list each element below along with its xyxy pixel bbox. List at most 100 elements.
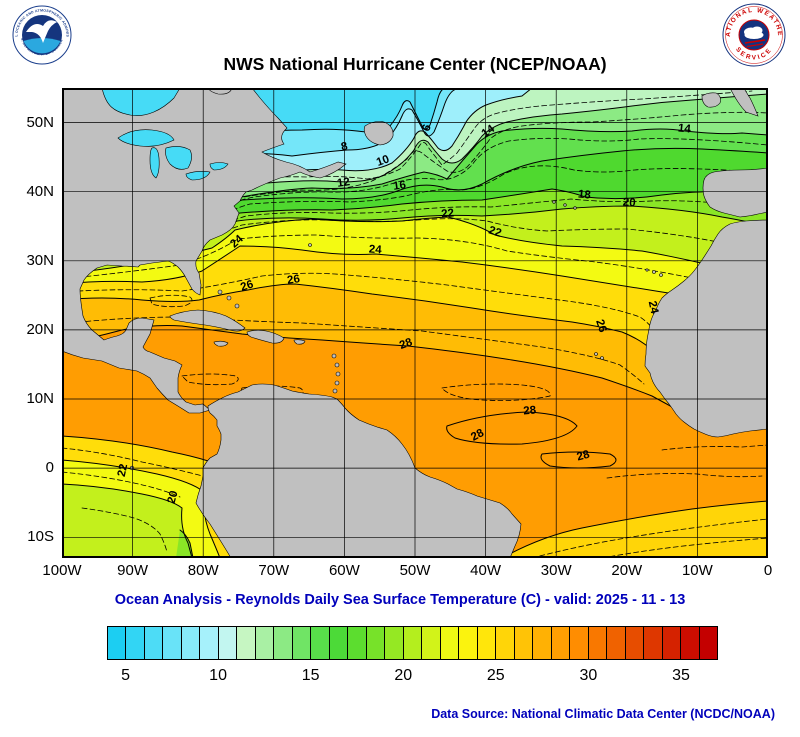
nws-logo-stripe xyxy=(746,43,764,48)
land-north-america xyxy=(62,88,347,414)
contour-label-16: 16 xyxy=(392,179,406,193)
land-africa xyxy=(644,219,768,438)
colorbar xyxy=(107,626,718,660)
lat-label-0: 0 xyxy=(45,459,54,477)
land xyxy=(62,88,768,558)
land-antilles xyxy=(332,388,338,394)
contour-label-22: 22 xyxy=(487,224,503,239)
colorbar-segment-30 xyxy=(661,627,681,659)
colorbar-segment-8 xyxy=(254,627,274,659)
nws-logo-inner-ring xyxy=(725,6,783,64)
colorbar-segment-24 xyxy=(550,627,570,659)
colorbar-segment-19 xyxy=(458,627,477,659)
contour-label-26: 26 xyxy=(593,318,608,334)
colorbar-segment-6 xyxy=(217,627,237,659)
contour-dashed xyxy=(531,518,768,558)
land-antilles xyxy=(334,362,340,368)
land-bermuda xyxy=(308,243,312,247)
colorbar-tick-5: 5 xyxy=(121,667,130,684)
land-iberia xyxy=(702,167,768,218)
colorbar-segment-15 xyxy=(384,627,403,659)
contour-label-22: 22 xyxy=(116,463,130,478)
colorbar-tick-20: 20 xyxy=(394,667,413,684)
colorbar-segment-16 xyxy=(402,627,422,659)
contour-26 xyxy=(62,283,663,367)
colorbar-segment-18 xyxy=(439,627,459,659)
land-canary-islands xyxy=(659,273,663,277)
lon-label-10W: 10W xyxy=(681,562,713,579)
colorbar-tick-30: 30 xyxy=(579,667,598,684)
colorbar-tick-15: 15 xyxy=(301,667,320,684)
colorbar-segment-9 xyxy=(273,627,292,659)
lon-label-90W: 90W xyxy=(117,562,149,579)
contour-dashed xyxy=(62,471,181,498)
lat-label-40N: 40N xyxy=(26,182,54,200)
contour-label-28: 28 xyxy=(523,404,537,417)
contour-label-6: 6 xyxy=(420,123,433,133)
colorbar-tick-10: 10 xyxy=(209,667,227,684)
land-canary-islands xyxy=(652,270,656,274)
contour-dashed xyxy=(62,218,768,270)
colorbar-segment-25 xyxy=(569,627,588,659)
land-antilles xyxy=(334,380,340,386)
lon-label-30W: 30W xyxy=(540,562,572,579)
sst-band-pacific-20-22 xyxy=(62,484,192,558)
lake-ontario xyxy=(209,162,229,171)
contour-label-14: 14 xyxy=(677,122,692,135)
land-canary-islands xyxy=(645,268,649,272)
colorbar-segment-21 xyxy=(495,627,514,659)
lon-label-100W: 100W xyxy=(42,562,82,579)
land-south-america xyxy=(195,383,522,558)
colorbar-segment-5 xyxy=(199,627,218,659)
noaa-logo: NATIONAL OCEANIC AND ATMOSPHERIC ADMINIS… xyxy=(12,5,72,65)
contour-24 xyxy=(62,245,768,309)
colorbar-segment-11 xyxy=(310,627,329,659)
colorbar-segment-1 xyxy=(125,627,144,659)
land-bahamas xyxy=(226,295,232,301)
contour-dashed xyxy=(601,537,768,558)
nws-logo-stripe xyxy=(744,39,766,44)
colorbar-segment-14 xyxy=(365,627,385,659)
lake-superior xyxy=(117,129,175,147)
longitude-axis: 100W 90W 80W 70W 60W 50W 40W 30W 20W 10W 0 xyxy=(42,562,772,582)
contour-dashed xyxy=(62,234,768,294)
page-title: NWS National Hurricane Center (NCEP/NOAA… xyxy=(223,54,607,74)
colorbar-segment-29 xyxy=(643,627,662,659)
lat-label-20N: 20N xyxy=(26,320,54,338)
noaa-logo-sea xyxy=(23,38,61,54)
colorbar-segment-23 xyxy=(532,627,551,659)
colorbar-segment-20 xyxy=(476,627,496,659)
noaa-logo-seagull-icon xyxy=(26,20,57,43)
colorbar-segment-26 xyxy=(587,627,607,659)
colorbar-segment-32 xyxy=(698,627,717,659)
land-cuba xyxy=(169,309,246,332)
contour-dashed xyxy=(149,294,193,308)
colorbar-segment-7 xyxy=(236,627,255,659)
colorbar-segment-27 xyxy=(606,627,625,659)
colorbar-segment-3 xyxy=(162,627,181,659)
contour-20-pacific xyxy=(62,483,193,558)
colorbar-segment-17 xyxy=(421,627,440,659)
colorbar-segment-31 xyxy=(680,627,699,659)
lon-label-70W: 70W xyxy=(258,562,290,579)
lake-michigan xyxy=(149,147,160,179)
lake-huron xyxy=(165,146,192,170)
lat-label-10S: 10S xyxy=(27,528,54,546)
nws-logo: NATIONAL WEATHER SERVICE xyxy=(722,3,786,67)
colorbar-tick-25: 25 xyxy=(486,667,505,684)
land-cape-verde xyxy=(600,356,604,360)
land-cape-verde xyxy=(594,352,598,356)
contour-dashed xyxy=(661,444,768,451)
contour-label-18: 18 xyxy=(577,188,592,201)
colorbar-segment-4 xyxy=(180,627,200,659)
contour-dashed xyxy=(62,90,753,193)
contour-label-26: 26 xyxy=(239,278,255,293)
contour-label-20: 20 xyxy=(166,489,181,504)
colorbar-segment-0 xyxy=(108,627,126,659)
lat-label-50N: 50N xyxy=(26,113,54,131)
colorbar-segment-10 xyxy=(291,627,311,659)
contour-label-20: 20 xyxy=(622,197,636,210)
lon-label-50W: 50W xyxy=(399,562,431,579)
land-britain xyxy=(729,88,759,117)
